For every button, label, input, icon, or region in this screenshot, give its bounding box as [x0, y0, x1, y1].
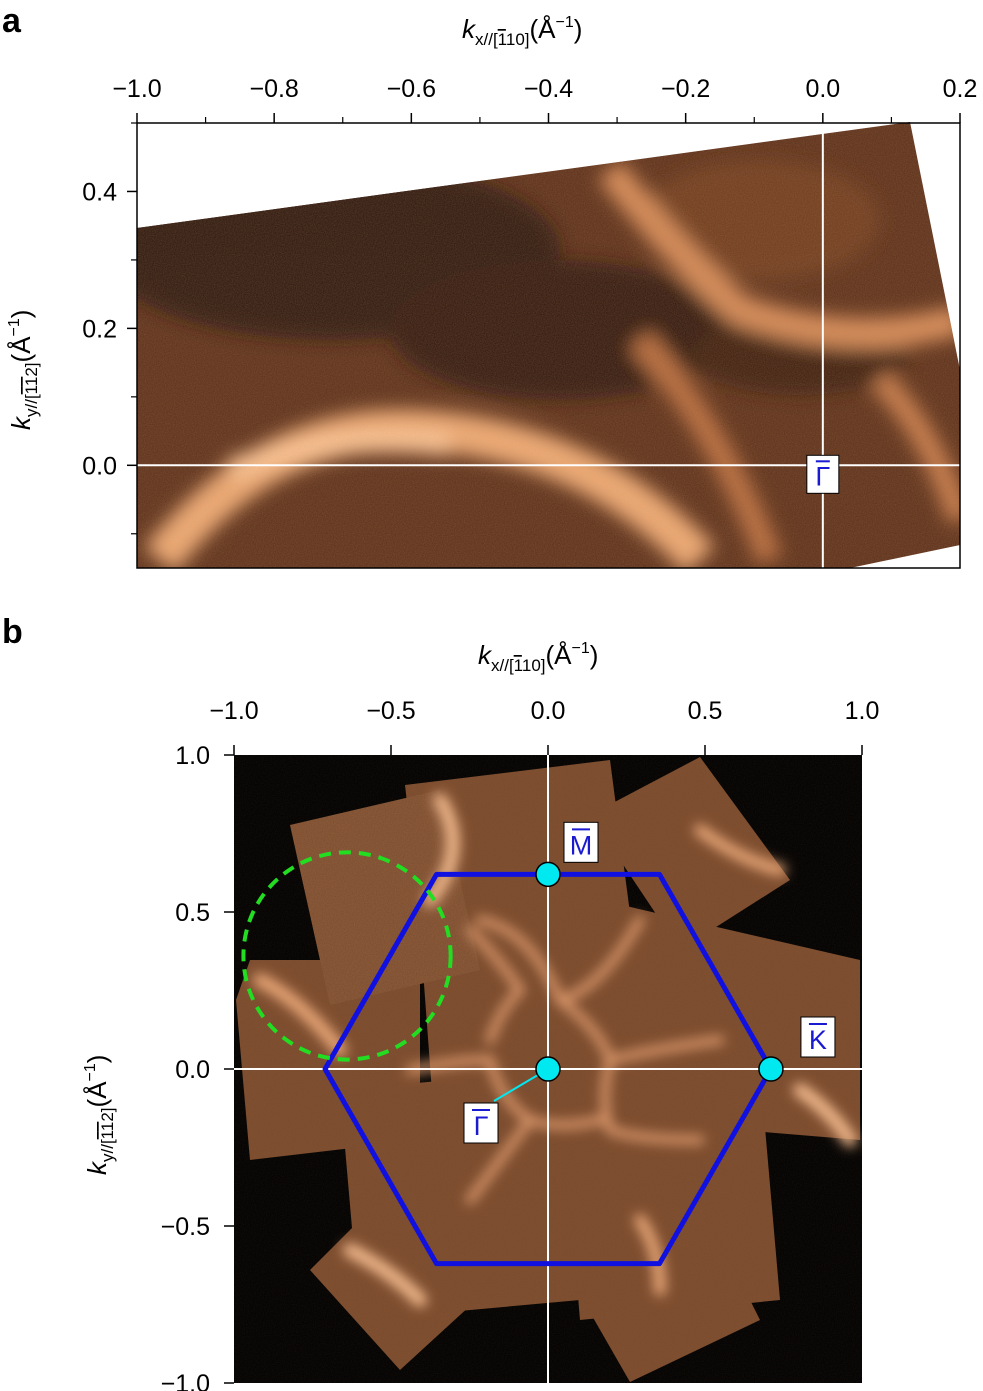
panel-b-xtick-label: −0.5 — [366, 697, 415, 725]
high-symmetry-label-box — [800, 1016, 836, 1058]
panel-a-xticks: −1.0 −0.8 −0.6 −0.4 −0.2 0.0 0.2 — [112, 75, 977, 123]
panel-a-xtick-label: −0.4 — [524, 75, 573, 103]
panel-a-gamma-label: Γ — [815, 461, 830, 491]
panel-a-yticks: 0.4 0.2 0.0 — [82, 122, 137, 535]
panel-b: b kx//[110](Å−1) ky//[112](Å−1) — [2, 613, 879, 1391]
panel-b-xtick-label: 1.0 — [845, 697, 880, 725]
high-symmetry-label: K — [809, 1025, 827, 1055]
panel-a-ytick-label: 0.0 — [82, 452, 117, 480]
panel-a-xtick-label: −0.8 — [249, 75, 298, 103]
panel-a-xtick-label: 0.2 — [943, 75, 978, 103]
high-symmetry-point-marker — [758, 1056, 784, 1082]
panel-a-heatmap — [137, 122, 960, 568]
high-symmetry-label: Γ — [474, 1111, 489, 1141]
high-symmetry-point-marker — [535, 1056, 561, 1082]
panel-b-ytick-label: 0.0 — [175, 1056, 210, 1084]
panel-b-ytick-label: 0.5 — [175, 899, 210, 927]
panel-a-label: a — [2, 2, 22, 40]
panel-a-gamma-point: Γ — [806, 454, 840, 494]
high-symmetry-points: M K Γ — [463, 821, 836, 1144]
panel-b-ytick-label: 1.0 — [175, 742, 210, 770]
panel-a-xtick-label: −0.2 — [661, 75, 710, 103]
panel-b-label: b — [2, 613, 23, 651]
panel-a: a kx//[110](Å−1) ky//[112](Å−1) — [2, 2, 977, 569]
panel-a-xlabel: kx//[110](Å−1) — [462, 14, 582, 49]
panel-b-ytick-label: −1.0 — [161, 1370, 210, 1391]
panel-b-xtick-label: −1.0 — [209, 697, 258, 725]
panel-b-ylabel: ky//[112](Å−1) — [82, 1055, 117, 1175]
panel-b-xtick-label: 0.5 — [688, 697, 723, 725]
panel-a-xtick-label: −1.0 — [112, 75, 161, 103]
panel-a-xtick-label: 0.0 — [805, 75, 840, 103]
panel-a-xtick-label: −0.6 — [387, 75, 436, 103]
panel-b-xticks: −1.0 −0.5 0.0 0.5 1.0 — [209, 697, 879, 755]
panel-a-ylabel: ky//[112](Å−1) — [6, 310, 41, 430]
panel-b-xtick-label: 0.0 — [531, 697, 566, 725]
dashed-circle — [241, 850, 453, 1062]
panel-b-ytick-label: −0.5 — [161, 1213, 210, 1241]
panel-b-yticks: 1.0 0.5 0.0 −0.5 −1.0 — [161, 742, 234, 1391]
brillouin-zone-hexagon — [322, 871, 774, 1267]
panel-b-xlabel: kx//[110](Å−1) — [478, 640, 598, 675]
panel-a-ytick-label: 0.2 — [82, 315, 117, 343]
high-symmetry-label: M — [570, 830, 593, 860]
panel-a-ytick-label: 0.4 — [82, 178, 117, 206]
high-symmetry-point-marker — [535, 861, 561, 888]
